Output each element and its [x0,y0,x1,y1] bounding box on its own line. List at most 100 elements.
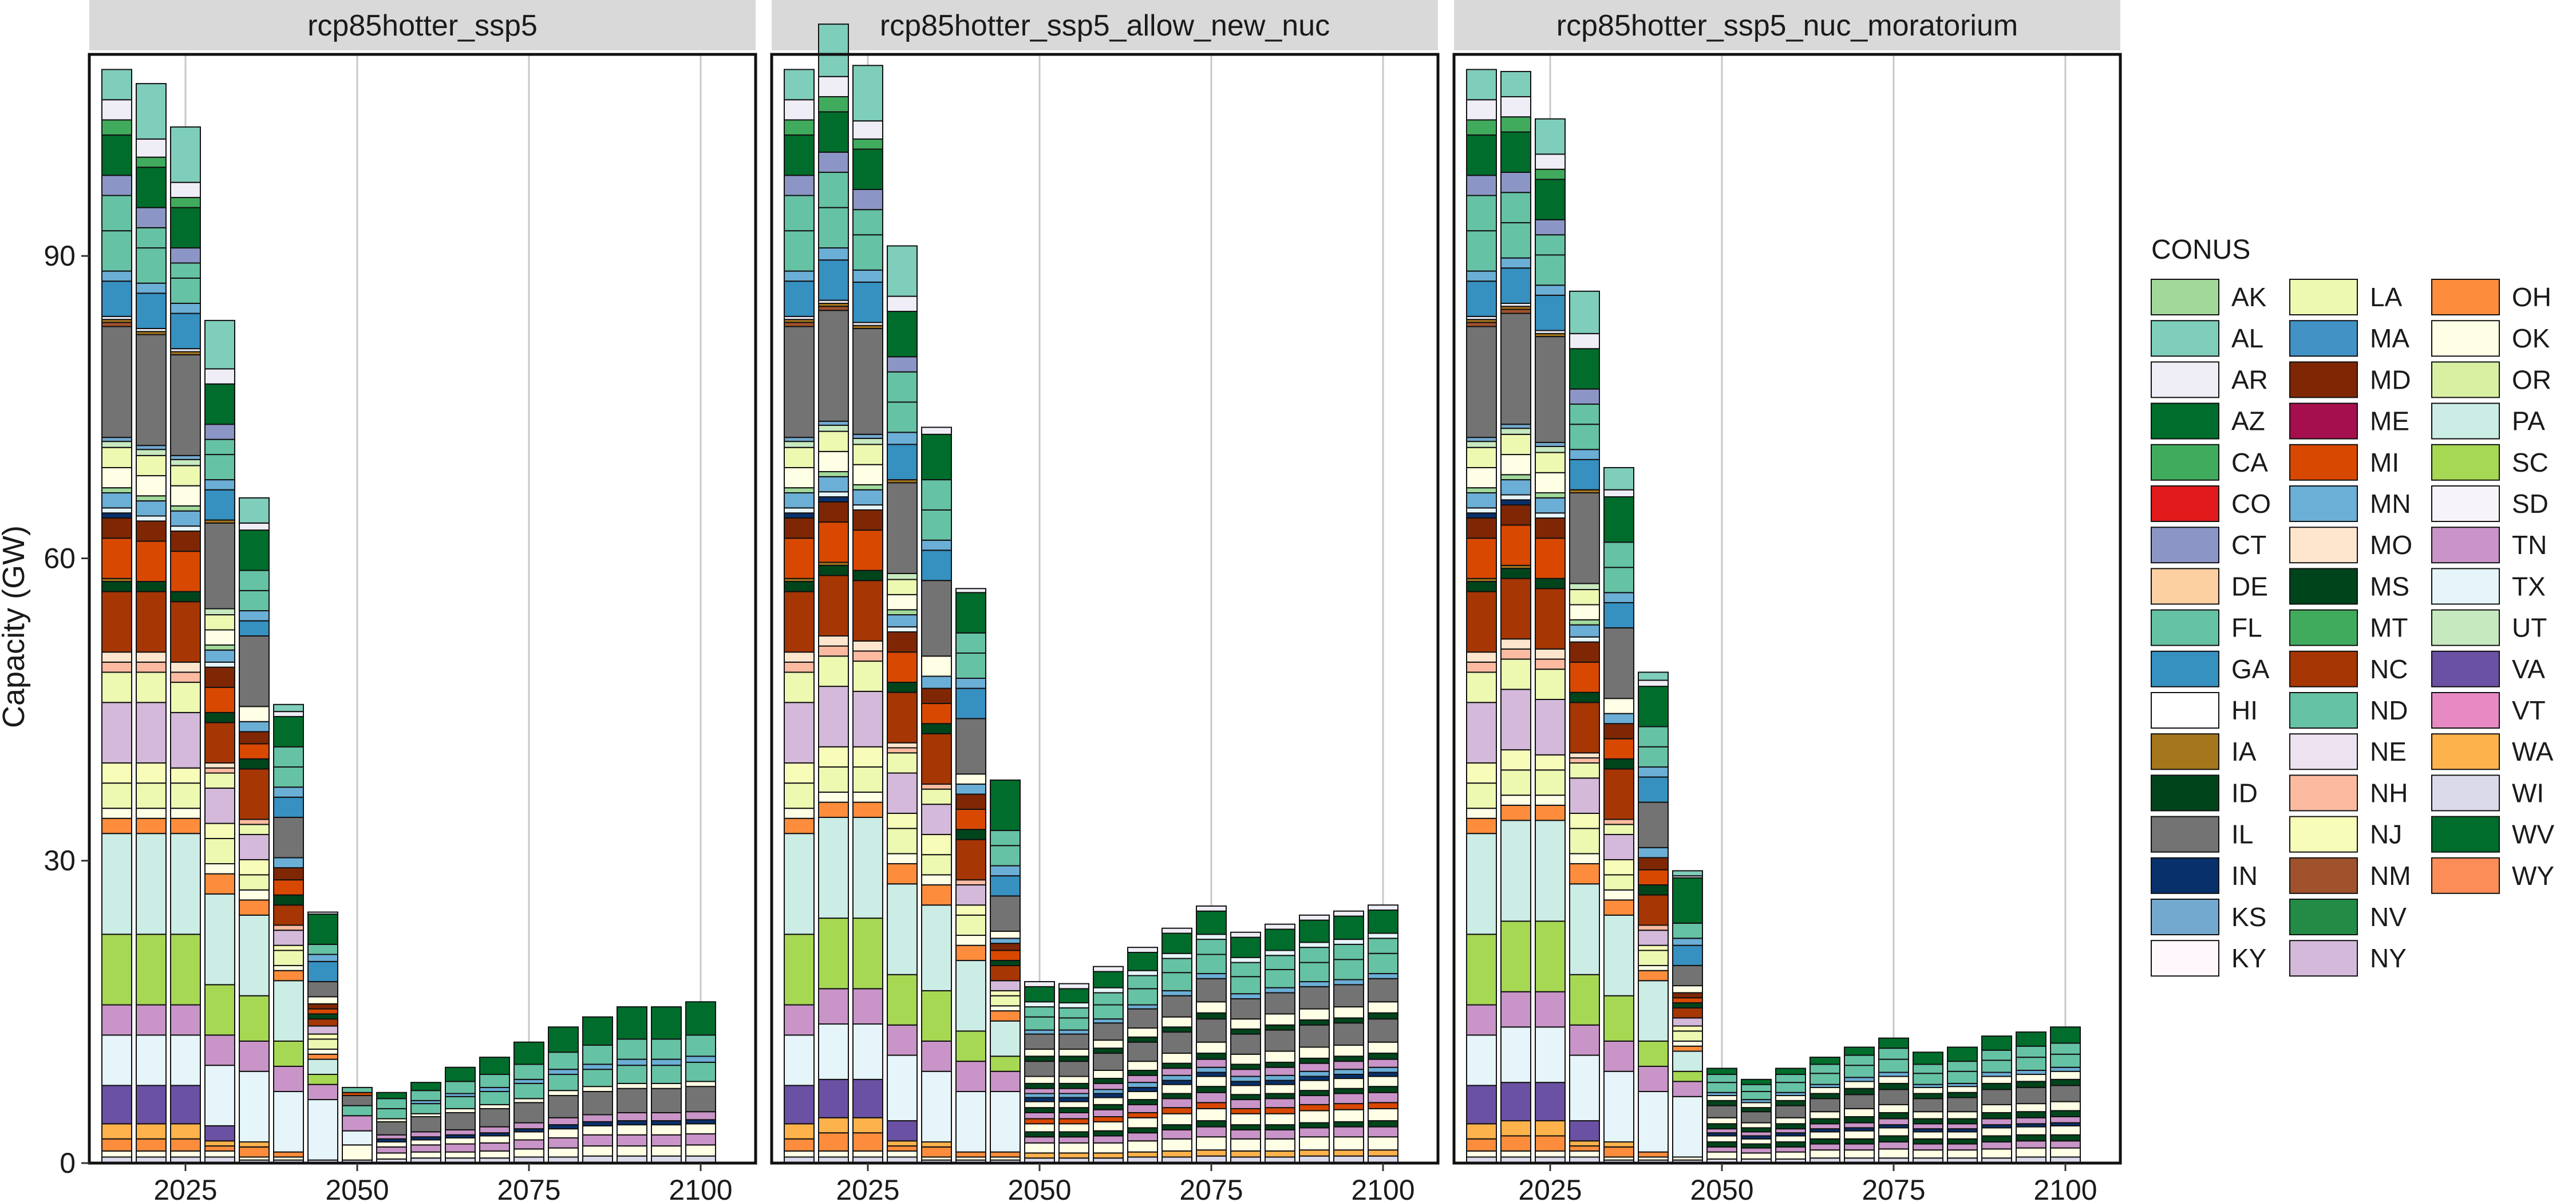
bar-segment [1741,1084,1772,1092]
bar-segment [852,188,883,211]
bar-stack [2050,1026,2081,1164]
legend-item: MS [2289,568,2409,605]
legend-swatch [2289,568,2358,605]
bar-segment [887,1120,918,1142]
bar-segment [1913,1086,1943,1094]
bar-segment [136,651,167,663]
bar-segment [1093,1047,1124,1054]
bar-segment [651,1134,682,1147]
bar-segment [2016,1117,2046,1125]
legend-swatch [2151,444,2219,481]
legend-item: UT [2431,609,2547,646]
bar-segment [136,1085,167,1125]
bar-segment [1535,153,1566,170]
bar-segment [887,682,918,693]
bar-segment [1466,671,1497,703]
bar-segment [1333,915,1364,940]
bar-segment [1196,978,1227,1003]
bar-segment [887,311,918,358]
bar-segment [1844,1077,1875,1082]
bar-segment [410,1131,441,1138]
bar-segment [204,863,235,875]
bar-segment [1913,1073,1943,1085]
legend-label: CA [2231,448,2268,477]
bar-segment [955,884,986,906]
bar-segment [1299,1110,1330,1124]
bar-segment [921,1141,952,1148]
bar-segment [548,1090,579,1097]
bar-segment [582,1114,613,1122]
bar-segment [1535,168,1566,180]
bar-segment [1466,537,1497,579]
bar-segment [101,446,132,468]
bar-segment [376,1121,407,1136]
bar-segment [239,743,270,760]
bar-segment [990,938,1021,944]
bar-segment [136,808,167,819]
bar-segment [1024,1001,1055,1008]
bar-segment [955,935,986,946]
bar-segment [852,817,883,919]
bar-segment [239,522,270,531]
bar-segment [1024,1049,1055,1057]
bar-segment [1809,1149,1840,1159]
legend-label: KY [2231,943,2266,973]
bar-segment [239,721,270,733]
bar-segment [1466,437,1497,442]
bar-segment [1672,997,1703,1004]
bar-segment [1196,910,1227,935]
legend-label: NE [2370,737,2407,766]
bar-segment [1741,1152,1772,1160]
bar-segment [1535,588,1566,650]
bar-segment [2050,1078,2081,1086]
bar-segment [1947,1138,1978,1145]
legend-swatch [2151,320,2219,357]
bar-segment [1299,1070,1330,1077]
bar-segment [513,1148,544,1158]
bar-segment [1299,947,1330,963]
bar-stack [101,69,132,1164]
bar-segment [818,635,849,647]
legend-swatch [2289,402,2358,440]
bar-segment [887,772,918,814]
bar-segment [1741,1078,1772,1085]
bar-segment [1500,1120,1531,1137]
bar-segment [1981,1118,2012,1126]
bar-segment [273,711,304,717]
bar-segment [2050,1101,2081,1112]
bar-segment [1161,1107,1192,1114]
legend-swatch [2431,733,2500,770]
bar-segment [1672,1096,1703,1158]
bar-segment [410,1090,441,1101]
bar-segment [1603,541,1634,568]
bar-segment [513,1102,544,1124]
bar-segment [1638,970,1669,982]
bar-segment [1093,1039,1124,1049]
bar-segment [955,1090,986,1153]
bar-stack [1947,1046,1978,1164]
bar-segment [136,762,167,784]
legend-item: NM [2289,857,2411,894]
bar-segment [1230,1113,1261,1126]
bar-segment [1466,1085,1497,1125]
legend-item: NJ [2289,816,2402,853]
bar-segment [651,1145,682,1157]
bar-segment [1024,1016,1055,1031]
bar-segment [852,484,883,491]
bar-segment [239,1146,270,1158]
x-tick-label: 2050 [1008,1174,1071,1202]
bar-segment [101,119,132,136]
bar-segment [887,1024,918,1056]
bar-segment [1466,99,1497,121]
bar-segment [1333,943,1364,960]
bar-segment [990,943,1021,951]
bar-segment [204,644,235,651]
bar-segment [273,930,304,946]
legend-label: NC [2370,654,2408,684]
bar-segment [1981,1082,2012,1090]
bar-segment [1569,812,1600,829]
legend-label: NJ [2370,820,2402,849]
bar-segment [204,1034,235,1066]
bar-segment [1672,1025,1703,1032]
bar-segment [273,950,304,966]
